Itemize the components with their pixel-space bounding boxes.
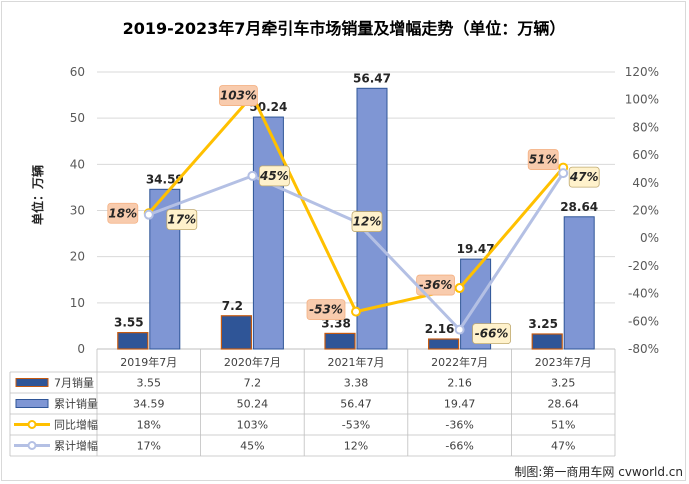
monthly-sales-bar — [531, 333, 563, 350]
table-cell: 50.24 — [237, 398, 269, 411]
monthly-sales-bar — [324, 332, 356, 350]
yoy-growth-label: 51% — [529, 153, 558, 167]
legend-swatch — [15, 399, 49, 408]
table-cell: 7.2 — [244, 377, 262, 390]
y2-tick-label: -20% — [628, 259, 659, 273]
cumulative-sales-bar — [252, 116, 284, 350]
category-label: 2023年7月 — [535, 355, 592, 369]
table-cell: 3.38 — [344, 377, 369, 390]
y2-tick-label: -60% — [628, 314, 659, 328]
cumulative-growth-point — [558, 168, 569, 179]
yoy-growth-point — [454, 283, 465, 294]
cumulative-growth-callout — [258, 165, 290, 187]
y-axis-label: 单位：万辆 — [30, 165, 45, 225]
yoy-growth-callout — [527, 149, 559, 170]
table-cell: 2.16 — [447, 377, 472, 390]
cumulative-growth-callout — [472, 323, 512, 345]
cumulative-growth-label: 45% — [259, 169, 289, 183]
table-cell: 18% — [137, 419, 161, 432]
y2-tick-label: -40% — [628, 287, 659, 301]
table-cell: 103% — [237, 419, 268, 432]
y-tick-label: 10 — [70, 296, 85, 310]
legend-swatch — [15, 378, 49, 387]
yoy-growth-label: 18% — [108, 206, 137, 220]
monthly-sales-label: 3.25 — [528, 317, 558, 331]
cumulative-sales-bar — [563, 216, 595, 350]
y-tick-label: 40 — [70, 157, 85, 171]
yoy-growth-label: -36% — [419, 278, 453, 292]
y-tick-label: 60 — [70, 65, 85, 79]
y2-tick-label: 80% — [632, 120, 659, 134]
y-tick-label: 0 — [77, 342, 85, 356]
monthly-sales-label: 3.55 — [114, 316, 144, 330]
cumulative-growth-label: 12% — [353, 215, 382, 229]
table-cell: 56.47 — [340, 398, 372, 411]
yoy-growth-point — [351, 306, 361, 317]
table-cell: -36% — [445, 419, 473, 432]
legend-entry: 7月销量 — [54, 376, 94, 390]
yoy-growth-label: 103% — [220, 89, 257, 103]
table-cell: 12% — [344, 440, 368, 453]
monthly-sales-bar — [117, 332, 149, 350]
y2-tick-label: 20% — [632, 204, 659, 218]
cumulative-sales-label: 19.47 — [457, 242, 495, 256]
y-tick-label: 50 — [70, 111, 85, 125]
credit-text: 制图:第一商用车网 cvworld.cn — [514, 464, 683, 479]
chart-title: 2019-2023年7月牵引车市场销量及增幅走势（单位：万辆） — [123, 19, 566, 38]
legend-marker — [27, 441, 37, 450]
table-cell: 19.47 — [444, 398, 476, 411]
table-cell: 3.55 — [137, 377, 162, 390]
category-label: 2019年7月 — [120, 355, 177, 369]
legend-entry: 累计销量 — [54, 397, 98, 411]
category-label: 2022年7月 — [431, 355, 488, 369]
table-cell: 34.59 — [133, 398, 165, 411]
y2-tick-label: 40% — [632, 176, 659, 190]
y2-tick-label: -80% — [628, 342, 659, 356]
cumulative-growth-callout — [351, 211, 383, 232]
yoy-growth-line — [147, 94, 565, 314]
monthly-sales-bar — [428, 338, 460, 350]
category-label: 2021年7月 — [328, 355, 385, 369]
monthly-sales-label: 7.2 — [222, 299, 243, 313]
table-cell: 28.64 — [547, 398, 579, 411]
table-cell: 3.25 — [551, 377, 576, 390]
table-cell: 45% — [240, 440, 264, 453]
legend-entry: 累计增幅 — [54, 439, 98, 453]
cumulative-growth-label: 47% — [569, 170, 599, 184]
cumulative-growth-point — [454, 324, 465, 335]
table-cell: 17% — [137, 440, 161, 453]
yoy-growth-callout — [107, 202, 139, 224]
y-tick-label: 20 — [70, 250, 85, 264]
y2-tick-label: 120% — [625, 65, 659, 79]
cumulative-growth-callout — [568, 166, 600, 188]
monthly-sales-bar — [220, 315, 252, 350]
yoy-growth-callout — [306, 299, 346, 321]
legend-marker — [27, 420, 37, 429]
cumulative-growth-label: -66% — [475, 327, 509, 341]
yoy-growth-label: -53% — [309, 303, 343, 317]
cumulative-growth-line — [148, 172, 565, 332]
table-cell: -66% — [445, 440, 473, 453]
cumulative-growth-callout — [166, 209, 198, 231]
category-label: 2020年7月 — [224, 355, 281, 369]
yoy-growth-callout — [218, 85, 258, 106]
cumulative-growth-label: 17% — [167, 213, 196, 227]
table-cell: -53% — [342, 419, 370, 432]
cumulative-sales-label: 28.64 — [560, 200, 598, 214]
y2-tick-label: 100% — [625, 93, 659, 107]
cumulative-growth-point — [143, 209, 154, 220]
y-tick-label: 30 — [70, 204, 85, 218]
legend-entry: 同比增幅 — [54, 418, 98, 432]
cumulative-growth-point — [247, 170, 258, 181]
table-cell: 51% — [551, 419, 575, 432]
monthly-sales-label: 2.16 — [425, 322, 455, 336]
cumulative-sales-label: 56.47 — [353, 71, 391, 85]
y2-tick-label: 0% — [640, 231, 659, 245]
table-cell: 47% — [551, 440, 575, 453]
y2-tick-label: 60% — [632, 148, 659, 162]
